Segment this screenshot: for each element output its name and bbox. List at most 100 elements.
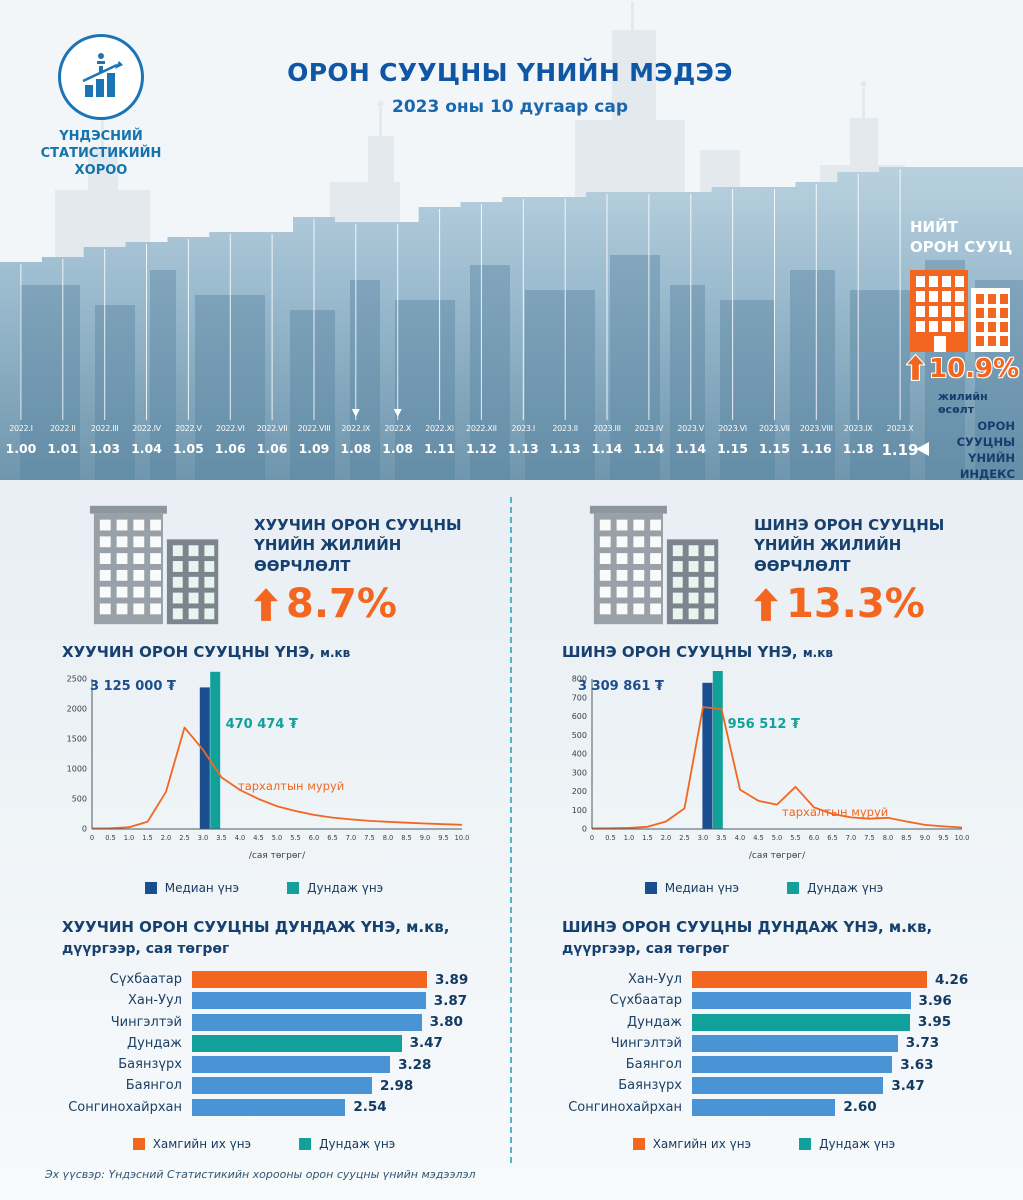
district-bar-track: 3.96 — [692, 992, 988, 1010]
svg-text:7.0: 7.0 — [846, 834, 857, 842]
district-label: Баянзүрх — [118, 1057, 182, 1073]
new-price-distribution-chart: 0 100 200 300 400 500 600 700 800 0 0.5 1.0 1.5 2.0 2.… — [550, 667, 982, 867]
svg-text:9.5: 9.5 — [438, 834, 449, 842]
svg-text:0.5: 0.5 — [105, 834, 116, 842]
district-row-Сүхбаатар: Сүхбаатар 3.96 — [540, 992, 988, 1010]
bars-legend: Хамгийн их үнэ Дундаж үнэ — [540, 1137, 988, 1151]
new-price-distribution-svg: 0 100 200 300 400 500 600 700 800 0 0.5 1.0 1.5 2.0 2.… — [572, 671, 969, 861]
legend-swatch — [799, 1138, 812, 1150]
svg-text:1.0: 1.0 — [624, 834, 635, 842]
district-row-Сонгинохайрхан: Сонгинохайрхан 2.60 — [540, 1098, 988, 1116]
district-label: Сүхбаатар — [109, 972, 182, 987]
index-month-label: 2023.IX — [843, 424, 873, 433]
svg-text:5.5: 5.5 — [290, 834, 301, 842]
district-bar — [692, 1034, 898, 1052]
legend-item: Медиан үнэ — [644, 881, 740, 895]
district-bar-track: 3.47 — [192, 1034, 488, 1052]
index-value: 1.05 — [172, 441, 204, 456]
district-bar — [192, 1077, 372, 1095]
svg-text:400: 400 — [572, 750, 587, 759]
index-point-2022.XI: 2022.XI 1.11 — [419, 424, 461, 459]
district-value: 3.73 — [905, 1035, 940, 1052]
svg-text:5.5: 5.5 — [790, 834, 801, 842]
apartment-icon — [589, 505, 719, 625]
legend-swatch — [632, 1138, 645, 1150]
index-gridlines — [20, 169, 901, 420]
dist-chart-title: ШИНЭ ОРОН СУУЦНЫ ҮНЭ, м.кв — [562, 643, 833, 661]
index-month-label: 2022.V — [175, 424, 202, 433]
svg-text:0.5: 0.5 — [605, 834, 616, 842]
index-value: 1.13 — [549, 441, 581, 456]
column-divider — [510, 497, 512, 1163]
index-value: 1.15 — [717, 441, 748, 456]
index-point-2022.VII: 2022.VII 1.06 — [251, 424, 293, 459]
district-chart-title: ШИНЭ ОРОН СУУЦНЫ ДУНДАЖ ҮНЭ, м.кв, дүүрг… — [562, 918, 933, 957]
legend-label: Медиан үнэ — [164, 881, 240, 895]
district-value: 3.47 — [891, 1077, 925, 1094]
svg-text:3.5: 3.5 — [716, 834, 727, 842]
index-value: 1.14 — [675, 441, 707, 456]
index-month-label: 2022.XI — [425, 424, 454, 433]
index-point-2022.VIII: 2022.VIII 1.09 — [293, 424, 335, 459]
old-price-distribution-chart: 0 500 1000 1500 2000 2500 0 0.5 1.0 1.5 2.0 2.5 3.0 3… — [50, 667, 482, 867]
district-bar-track: 3.73 — [692, 1034, 988, 1052]
index-value: 1.14 — [591, 441, 623, 456]
median-price-annotation: 3 125 000 ₮ — [90, 679, 176, 694]
district-bar — [192, 1034, 402, 1052]
index-point-2023.VI: 2023.VI 1.15 — [712, 424, 754, 459]
index-label: ОРОН СУУЦНЫ ҮНИЙН ИНДЕКС — [956, 419, 1015, 482]
nso-logo — [58, 34, 144, 120]
apartment-building-icon — [910, 270, 1010, 352]
index-month-label: 2023.VII — [759, 424, 790, 433]
index-month-label: 2022.III — [90, 424, 119, 433]
district-value: 3.87 — [433, 992, 468, 1009]
index-value: 1.18 — [842, 441, 874, 456]
district-label: Баянгол — [125, 1078, 182, 1094]
legend-swatch — [299, 1138, 312, 1150]
growth-label: жилийн өсөлт — [938, 390, 988, 416]
legend-item: Дундаж үнэ — [299, 1137, 395, 1151]
mean-price-annotation: 3 956 512 ₮ — [714, 717, 800, 732]
district-bar-track: 2.54 — [192, 1098, 488, 1116]
district-label: Хан-Уул — [628, 972, 682, 987]
summary-value: 13.3% — [754, 581, 925, 627]
district-row-Баянгол: Баянгол 2.98 — [40, 1077, 488, 1095]
up-arrow-icon — [754, 587, 778, 621]
district-bar — [192, 1098, 346, 1116]
index-value: 1.13 — [507, 441, 539, 456]
district-bar-track: 3.80 — [192, 1013, 488, 1031]
district-bar — [192, 992, 426, 1010]
svg-text:0: 0 — [90, 834, 94, 842]
svg-text:3.5: 3.5 — [216, 834, 227, 842]
legend-label: Дундаж үнэ — [819, 1137, 896, 1151]
district-bar-track: 3.63 — [692, 1056, 988, 1074]
svg-text:8.0: 8.0 — [383, 834, 394, 842]
svg-text:6.5: 6.5 — [827, 834, 838, 842]
svg-text:1500: 1500 — [67, 735, 87, 744]
index-value: 1.14 — [633, 441, 665, 456]
district-row-Хан-Уул: Хан-Уул 4.26 — [540, 971, 988, 988]
svg-text:10.0: 10.0 — [455, 834, 470, 842]
growth-value: 10.9% — [929, 354, 1020, 384]
source-note: Эх үүсвэр: Үндэсний Статистикийн хорооны… — [45, 1168, 476, 1181]
district-bar — [692, 971, 927, 988]
legend-label: Медиан үнэ — [664, 881, 740, 895]
district-row-Хан-Уул: Хан-Уул 3.87 — [40, 992, 488, 1010]
svg-text:2.5: 2.5 — [179, 834, 190, 842]
curve-annotation: тархалтын муруй — [238, 779, 345, 793]
svg-text:9.5: 9.5 — [938, 834, 949, 842]
district-bar — [192, 971, 427, 988]
new-district-bar-chart: Хан-Уул 4.26 Сүхбаатар 3.96 Дундаж 3.95 Чингэл… — [540, 971, 988, 1120]
index-point-2022.IV: 2022.IV 1.04 — [126, 424, 168, 459]
index-month-label: 2022.VIII — [297, 424, 331, 433]
index-point-2023.V: 2023.V 1.14 — [670, 424, 712, 459]
index-month-label: 2022.X — [384, 424, 411, 433]
district-value: 3.95 — [917, 1014, 952, 1031]
district-value: 2.54 — [353, 1099, 387, 1116]
district-value: 2.60 — [843, 1099, 877, 1116]
svg-text:600: 600 — [572, 712, 587, 721]
svg-text:1.0: 1.0 — [124, 834, 135, 842]
index-month-label: 2022.I — [9, 424, 33, 433]
district-bar — [692, 1098, 836, 1116]
district-bar-track: 3.87 — [192, 992, 488, 1010]
